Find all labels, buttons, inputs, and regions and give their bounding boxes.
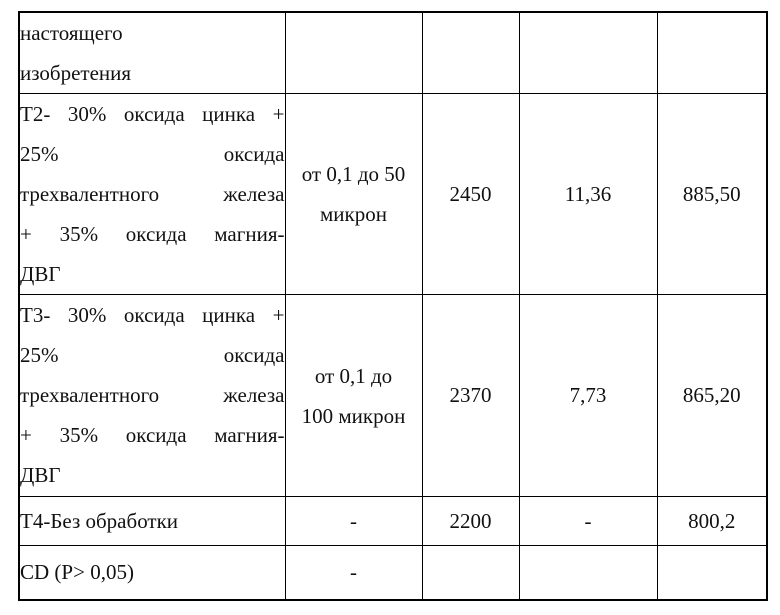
particle-size-cell: от 0,1 до 100 микрон [284,294,423,497]
treatment-cell: Т4-Без обработки [18,496,286,546]
value-cell: 885,50 [656,93,768,295]
treatment-cell: Т2- 30% оксида цинка + 25% оксида трехва… [18,93,286,295]
cell-text-line: Т2- 30% оксида цинка + [20,102,285,126]
cell-text-line: 100 микрон [301,403,406,428]
value-cell: - [518,496,658,546]
value-cell: 865,20 [656,294,768,497]
value-cell [518,11,658,94]
cell-text-line: - [350,560,357,584]
cell-text-line: + 35% оксида магния- [20,222,285,246]
cell-text-line: трехвалентного железа [20,182,285,206]
table-row-continuation: настоящего изобретения [18,11,768,94]
cell-text-line: микрон [320,202,387,226]
cell-text-line: ДВГ [20,463,61,487]
treatment-cell: CD (P> 0,05) [18,545,286,601]
particle-size-cell [284,11,423,94]
table-row-t2: Т2- 30% оксида цинка + 25% оксида трехва… [18,93,768,295]
value-cell [421,11,520,94]
cell-text-line: Т3- 30% оксида цинка + [20,303,285,327]
cell-text-line: Т4-Без обработки [20,508,179,533]
particle-size-cell: - [284,496,423,546]
cell-text-line: ДВГ [20,262,61,286]
cell-text-line: 25% оксида [20,343,285,367]
data-table: настоящего изобретения Т2- 30% оксида ци… [18,11,768,601]
table-row-t4: Т4-Без обработки - 2200 - 800,2 [18,496,768,546]
table-row-cd: CD (P> 0,05) - [18,545,768,601]
value-cell: 7,73 [518,294,658,497]
cell-text-line: настоящего [20,21,123,45]
value-cell [656,11,768,94]
value-cell: 2450 [421,93,520,295]
particle-size-cell: - [284,545,423,601]
cell-text-line: - [350,508,357,533]
value-cell: 11,36 [518,93,658,295]
cell-text-line: CD (P> 0,05) [20,560,134,584]
cell-text-line: 25% оксида [20,142,285,166]
treatment-cell: настоящего изобретения [18,11,286,94]
value-cell [518,545,658,601]
treatment-cell: Т3- 30% оксида цинка + 25% оксида трехва… [18,294,286,497]
particle-size-cell: от 0,1 до 50 микрон [284,93,423,295]
cell-text-line: изобретения [20,61,132,85]
cell-text-line: + 35% оксида магния- [20,423,285,447]
value-cell: 800,2 [656,496,768,546]
cell-text-line: трехвалентного железа [20,383,285,407]
value-cell [656,545,768,601]
value-cell [421,545,520,601]
value-cell: 2200 [421,496,520,546]
table-row-t3: Т3- 30% оксида цинка + 25% оксида трехва… [18,294,768,497]
value-cell: 2370 [421,294,520,497]
cell-text-line: от 0,1 до [314,363,393,388]
cell-text-line: от 0,1 до 50 [301,162,406,186]
